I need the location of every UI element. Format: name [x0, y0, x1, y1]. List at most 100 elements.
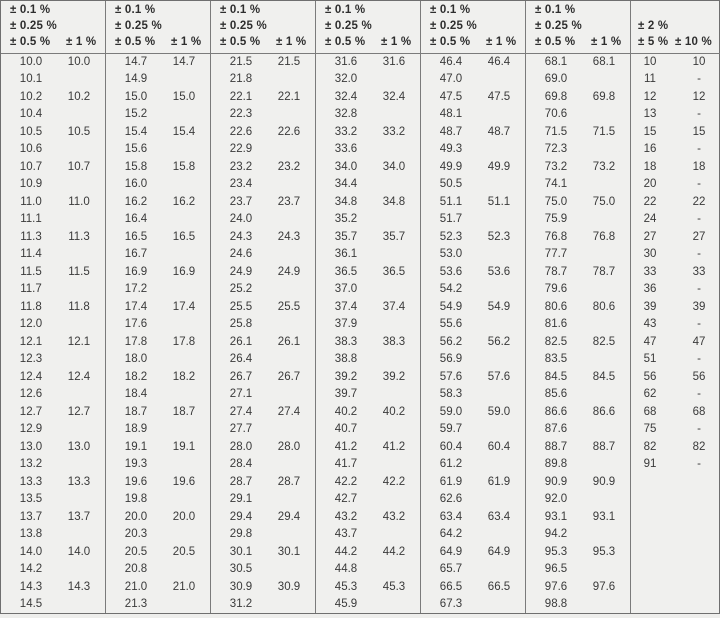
- e192-value: 11.3: [20, 230, 42, 243]
- tolerance-header: ± 0.1 % ± 0.25 % ± 0.5 % ± 1 %: [421, 1, 525, 54]
- table-row: 25.2: [211, 281, 315, 299]
- e192-value: 13.8: [19, 528, 43, 541]
- table-row: 18.4: [106, 386, 210, 404]
- table-row: 39 39: [631, 298, 720, 316]
- e192-value: 23.7: [229, 195, 253, 208]
- e192-value: 24.6: [229, 248, 253, 261]
- e192-value: 79.6: [544, 283, 568, 296]
- table-row: 28.0 28.0: [211, 438, 315, 456]
- e96-value: 59.0: [487, 405, 511, 418]
- table-row: [631, 543, 720, 561]
- table-row: 41.2 41.2: [316, 438, 420, 456]
- table-row: 97.6 97.6: [526, 578, 630, 596]
- table-row: 26.1 26.1: [211, 333, 315, 351]
- e192-value: 59.7: [439, 423, 463, 436]
- table-row: 91 -: [631, 456, 720, 474]
- table-row: 11.1: [1, 211, 105, 229]
- e96-value: 34.8: [382, 195, 406, 208]
- table-row: 51.1 51.1: [421, 193, 525, 211]
- e192-value: 23.2: [229, 160, 253, 173]
- e96-value: 40.2: [382, 405, 406, 418]
- table-row: 12.7 12.7: [1, 403, 105, 421]
- e24-value: 15: [643, 125, 657, 138]
- table-row: 22.6 22.6: [211, 123, 315, 141]
- e192-value: 10.7: [19, 160, 43, 173]
- table-row: 30.5: [211, 561, 315, 579]
- table-row: 65.7: [421, 561, 525, 579]
- e96-value: 19.1: [172, 440, 196, 453]
- table-row: 54.2: [421, 281, 525, 299]
- table-row: 13.5: [1, 491, 105, 509]
- table-row: 36.1: [316, 246, 420, 264]
- e192-value: 78.7: [544, 265, 568, 278]
- tolerance-label: ± 0.5 %: [10, 36, 51, 48]
- table-row: 20.3: [106, 526, 210, 544]
- table-row: 40.2 40.2: [316, 403, 420, 421]
- table-row: 13.7 13.7: [1, 508, 105, 526]
- e192-value: 71.5: [544, 125, 568, 138]
- e192-value: 84.5: [544, 370, 568, 383]
- e192-value: 11.0: [20, 195, 42, 208]
- table-row: 11.8 11.8: [1, 298, 105, 316]
- e192-value: 14.2: [19, 563, 43, 576]
- e96-value: 22.1: [277, 90, 301, 103]
- e96-value: 48.7: [487, 125, 511, 138]
- tolerance-group: ± 2 % ± 5 % ± 10 % 10 10 11-12 12 13-15 15 16-18 1…: [631, 1, 720, 613]
- table-row: [631, 578, 720, 596]
- e96-value: 36.5: [382, 265, 406, 278]
- value-rows: 46.4 46.4 47.0 47.5 47.5 48.1 48.7 48.7 49.3 49.9…: [421, 53, 525, 613]
- e24-value: 75: [643, 423, 657, 436]
- e24-value: 56: [643, 370, 657, 383]
- e192-value: 45.9: [334, 598, 358, 611]
- table-row: 12.9: [1, 421, 105, 439]
- table-row: 21.5 21.5: [211, 53, 315, 71]
- tolerance-group: ± 0.1 % ± 0.25 % ± 0.5 % ± 1 % 10.0 10.0 10.1 1…: [1, 1, 106, 613]
- e96-value: 11.5: [68, 265, 90, 278]
- e192-value: 73.2: [544, 160, 568, 173]
- table-row: 51 -: [631, 351, 720, 369]
- e192-value: 69.8: [544, 90, 568, 103]
- e12-value: -: [697, 178, 701, 191]
- table-row: 96.5: [526, 561, 630, 579]
- table-row: 43.7: [316, 526, 420, 544]
- table-row: 36 -: [631, 281, 720, 299]
- e96-value: 10.2: [67, 90, 91, 103]
- e192-value: 18.2: [124, 370, 148, 383]
- e96-value: 27.4: [277, 405, 301, 418]
- e12-value: -: [697, 248, 701, 261]
- e192-value: 15.0: [124, 90, 148, 103]
- table-row: 11.0 11.0: [1, 193, 105, 211]
- e96-value: 53.6: [487, 265, 511, 278]
- e192-value: 16.2: [124, 195, 148, 208]
- table-row: 33.2 33.2: [316, 123, 420, 141]
- table-row: 27 27: [631, 228, 720, 246]
- e96-value: 15.8: [172, 160, 196, 173]
- e96-value: 18.7: [172, 405, 196, 418]
- table-row: 81.6: [526, 316, 630, 334]
- tolerance-label: ± 0.1 %: [115, 4, 156, 16]
- e192-value: 42.2: [334, 475, 358, 488]
- table-row: 20.8: [106, 561, 210, 579]
- value-rows: 10 10 11-12 12 13-15 15 16-18 18 20-22 22 24-27 27 3…: [631, 53, 720, 613]
- tolerance-label: ± 0.5 %: [115, 36, 156, 48]
- tolerance-label: ± 0.1 %: [10, 4, 51, 16]
- e192-value: 26.1: [229, 335, 253, 348]
- e192-value: 74.1: [544, 178, 568, 191]
- e96-value: 21.0: [172, 580, 196, 593]
- tolerance-label: ± 0.25 %: [535, 20, 582, 32]
- table-row: 33.6: [316, 141, 420, 159]
- table-row: 44.8: [316, 561, 420, 579]
- table-row: 40.7: [316, 421, 420, 439]
- e192-value: 49.9: [439, 160, 463, 173]
- e96-value: 44.2: [382, 545, 406, 558]
- e192-value: 93.1: [544, 510, 568, 523]
- e96-value: 60.4: [487, 440, 511, 453]
- e192-value: 22.9: [229, 143, 253, 156]
- table-row: 46.4 46.4: [421, 53, 525, 71]
- e12-value: -: [697, 108, 701, 121]
- e192-value: 44.8: [334, 563, 358, 576]
- table-row: 17.4 17.4: [106, 298, 210, 316]
- table-row: 10.2 10.2: [1, 88, 105, 106]
- table-row: 53.6 53.6: [421, 263, 525, 281]
- e24-value: 13: [643, 108, 657, 121]
